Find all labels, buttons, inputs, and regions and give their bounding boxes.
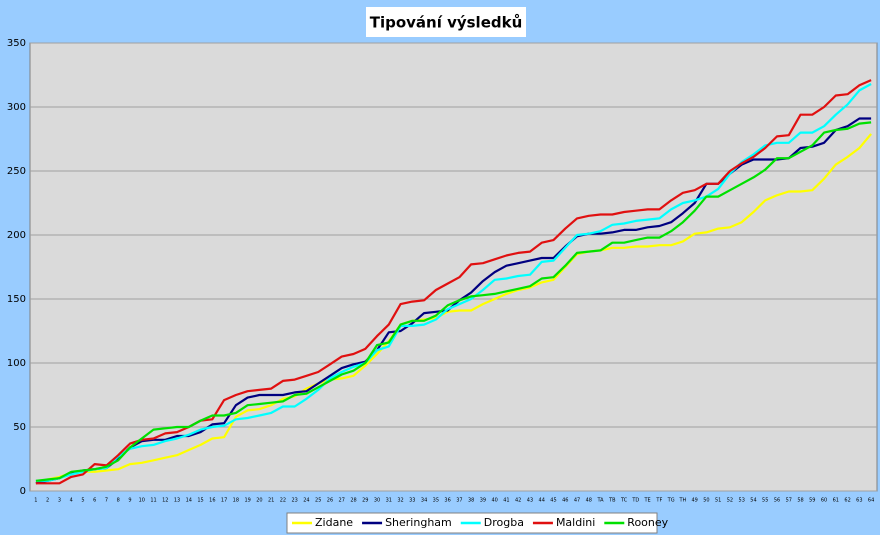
x-tick-label: 49 bbox=[691, 498, 697, 504]
x-tick-label: 29 bbox=[362, 498, 368, 504]
y-tick-label: 250 bbox=[7, 166, 26, 177]
x-tick-label: 8 bbox=[117, 498, 120, 504]
legend-label: Sheringham bbox=[385, 516, 452, 529]
series-line bbox=[35, 79, 872, 485]
x-tick-label: 59 bbox=[809, 498, 815, 504]
series-line bbox=[35, 133, 872, 485]
x-tick-label: 24 bbox=[303, 498, 309, 504]
x-tick-label: 25 bbox=[315, 498, 321, 504]
x-tick-label: 6 bbox=[93, 498, 96, 504]
y-tick-label: 50 bbox=[13, 422, 26, 433]
x-tick-label: 61 bbox=[833, 498, 839, 504]
x-tick-label: 22 bbox=[280, 498, 286, 504]
x-tick-label: TG bbox=[667, 498, 675, 504]
x-tick-label: 10 bbox=[139, 498, 145, 504]
legend-label: Drogba bbox=[484, 516, 524, 529]
x-tick-label: 38 bbox=[468, 498, 474, 504]
x-tick-label: 44 bbox=[539, 498, 545, 504]
x-tick-label: 53 bbox=[739, 498, 745, 504]
x-tick-label: TD bbox=[631, 498, 639, 504]
y-tick-label: 350 bbox=[7, 38, 26, 49]
x-tick-label: TE bbox=[643, 498, 650, 504]
x-tick-label: 26 bbox=[327, 498, 333, 504]
x-tick-label: TF bbox=[655, 498, 662, 504]
x-tick-label: 35 bbox=[433, 498, 439, 504]
x-tick-label: 42 bbox=[515, 498, 521, 504]
x-tick-label: 33 bbox=[409, 498, 415, 504]
x-tick-label: 19 bbox=[244, 498, 250, 504]
x-tick-label: 54 bbox=[750, 498, 756, 504]
x-tick-label: 5 bbox=[81, 498, 84, 504]
legend-label: Zidane bbox=[315, 516, 353, 529]
x-tick-label: 27 bbox=[339, 498, 345, 504]
x-tick-label: 52 bbox=[727, 498, 733, 504]
series-line bbox=[35, 83, 872, 482]
x-tick-label: 18 bbox=[233, 498, 239, 504]
x-tick-label: 46 bbox=[562, 498, 568, 504]
y-tick-label: 300 bbox=[7, 102, 26, 113]
x-tick-label: 16 bbox=[209, 498, 215, 504]
x-tick-label: 40 bbox=[491, 498, 497, 504]
x-tick-label: 20 bbox=[256, 498, 262, 504]
x-tick-label: 64 bbox=[868, 498, 874, 504]
plot-area bbox=[29, 42, 878, 492]
x-tick-label: 57 bbox=[786, 498, 792, 504]
x-tick-label: 37 bbox=[456, 498, 462, 504]
x-tick-label: 62 bbox=[844, 498, 850, 504]
x-tick-label: TB bbox=[608, 498, 616, 504]
x-tick-label: 9 bbox=[128, 498, 131, 504]
y-tick-label: 100 bbox=[7, 358, 26, 369]
x-tick-label: 41 bbox=[503, 498, 509, 504]
x-tick-label: 2 bbox=[46, 498, 49, 504]
title-box bbox=[366, 7, 526, 37]
y-tick-label: 150 bbox=[7, 294, 26, 305]
y-tick-label: 200 bbox=[7, 230, 26, 241]
x-tick-label: 47 bbox=[574, 498, 580, 504]
x-tick-label: 17 bbox=[221, 498, 227, 504]
x-tick-label: 51 bbox=[715, 498, 721, 504]
x-tick-label: 23 bbox=[292, 498, 298, 504]
x-tick-label: 31 bbox=[386, 498, 392, 504]
x-tick-label: 13 bbox=[174, 498, 180, 504]
legend-label: Rooney bbox=[627, 516, 668, 529]
series-line bbox=[35, 121, 872, 482]
x-tick-label: TC bbox=[620, 498, 628, 504]
x-tick-label: 15 bbox=[197, 498, 203, 504]
x-tick-label: 14 bbox=[186, 498, 192, 504]
x-tick-label: TA bbox=[597, 498, 605, 504]
x-tick-label: 55 bbox=[762, 498, 768, 504]
x-tick-label: 48 bbox=[586, 498, 592, 504]
chart-title: Tipování výsledků bbox=[370, 14, 523, 32]
x-tick-label: 32 bbox=[397, 498, 403, 504]
x-tick-label: 50 bbox=[703, 498, 709, 504]
x-tick-label: 30 bbox=[374, 498, 380, 504]
x-tick-label: 60 bbox=[821, 498, 827, 504]
x-tick-label: 36 bbox=[444, 498, 450, 504]
x-tick-label: 28 bbox=[350, 498, 356, 504]
y-tick-label: 0 bbox=[20, 486, 26, 497]
x-tick-label: 12 bbox=[162, 498, 168, 504]
x-tick-label: 7 bbox=[105, 498, 108, 504]
x-tick-label: 45 bbox=[550, 498, 556, 504]
x-tick-label: 43 bbox=[527, 498, 533, 504]
x-tick-label: TH bbox=[678, 498, 686, 504]
x-tick-label: 11 bbox=[150, 498, 156, 504]
x-tick-label: 4 bbox=[70, 498, 73, 504]
x-tick-label: 34 bbox=[421, 498, 427, 504]
x-tick-label: 1 bbox=[34, 498, 37, 504]
x-tick-label: 58 bbox=[797, 498, 803, 504]
x-tick-label: 56 bbox=[774, 498, 780, 504]
x-tick-label: 63 bbox=[856, 498, 862, 504]
x-tick-label: 39 bbox=[480, 498, 486, 504]
x-tick-label: 21 bbox=[268, 498, 274, 504]
x-tick-label: 3 bbox=[58, 498, 61, 504]
legend-label: Maldini bbox=[556, 516, 595, 529]
